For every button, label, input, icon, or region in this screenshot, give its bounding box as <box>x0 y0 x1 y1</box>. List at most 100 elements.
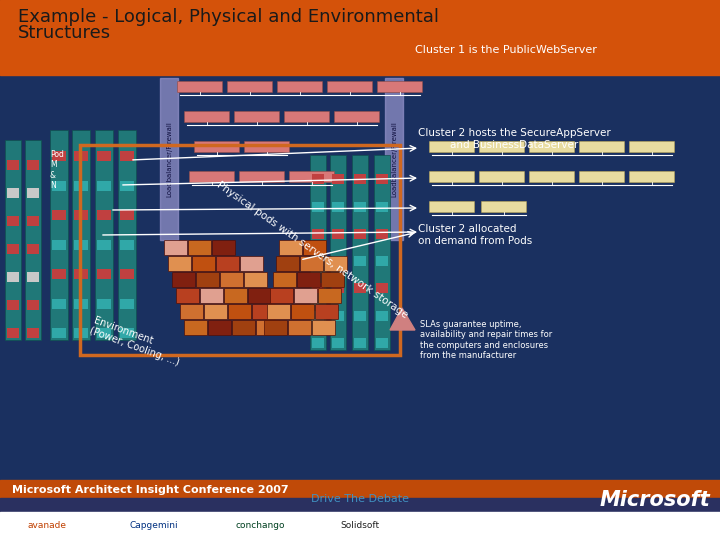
FancyBboxPatch shape <box>292 305 315 320</box>
Bar <box>330 155 346 350</box>
Bar <box>354 338 366 348</box>
FancyBboxPatch shape <box>276 256 300 272</box>
Bar <box>0 498 720 540</box>
FancyBboxPatch shape <box>181 305 204 320</box>
Bar <box>310 155 326 350</box>
Bar <box>332 310 344 321</box>
Text: Loadbalancer/Firewall: Loadbalancer/Firewall <box>166 121 172 197</box>
FancyBboxPatch shape <box>235 111 279 123</box>
FancyBboxPatch shape <box>629 172 675 183</box>
Bar <box>52 181 66 191</box>
Bar <box>118 130 136 340</box>
FancyBboxPatch shape <box>304 240 326 255</box>
Bar <box>332 174 344 184</box>
Bar <box>74 328 88 338</box>
FancyBboxPatch shape <box>480 141 524 152</box>
Bar <box>120 210 134 220</box>
FancyBboxPatch shape <box>189 172 235 183</box>
Bar <box>312 256 324 266</box>
Bar <box>52 151 66 161</box>
Text: Structures: Structures <box>18 24 111 42</box>
Bar <box>376 310 388 321</box>
Bar <box>354 229 366 239</box>
Bar <box>97 269 111 279</box>
FancyBboxPatch shape <box>315 305 338 320</box>
FancyBboxPatch shape <box>289 321 312 335</box>
Bar <box>120 181 134 191</box>
FancyBboxPatch shape <box>197 273 220 287</box>
Bar <box>376 201 388 212</box>
FancyBboxPatch shape <box>274 273 297 287</box>
Bar <box>95 130 113 340</box>
Bar <box>332 284 344 293</box>
FancyBboxPatch shape <box>256 321 279 335</box>
FancyBboxPatch shape <box>294 288 318 303</box>
FancyBboxPatch shape <box>277 82 323 92</box>
Bar <box>7 272 19 282</box>
FancyBboxPatch shape <box>328 82 372 92</box>
Bar <box>376 174 388 184</box>
Bar <box>354 201 366 212</box>
Bar <box>27 244 39 254</box>
FancyBboxPatch shape <box>220 273 243 287</box>
FancyBboxPatch shape <box>209 321 232 335</box>
FancyBboxPatch shape <box>279 240 302 255</box>
FancyBboxPatch shape <box>245 273 268 287</box>
Polygon shape <box>390 308 415 330</box>
FancyBboxPatch shape <box>580 172 624 183</box>
FancyBboxPatch shape <box>200 288 223 303</box>
Text: Loadbalancer/Firewall: Loadbalancer/Firewall <box>391 121 397 197</box>
Bar <box>160 78 178 240</box>
Text: conchango: conchango <box>235 522 284 530</box>
FancyBboxPatch shape <box>253 305 276 320</box>
FancyBboxPatch shape <box>529 172 575 183</box>
Bar <box>27 188 39 198</box>
Bar <box>332 229 344 239</box>
Bar <box>74 151 88 161</box>
Bar <box>376 229 388 239</box>
FancyBboxPatch shape <box>194 141 240 152</box>
FancyBboxPatch shape <box>284 111 330 123</box>
Bar <box>97 210 111 220</box>
Bar <box>27 328 39 338</box>
Bar <box>332 201 344 212</box>
Text: Microsoft: Microsoft <box>599 490 710 510</box>
Bar <box>50 130 68 340</box>
Text: SLAs guarantee uptime,
availability and repair times for
the computers and enclo: SLAs guarantee uptime, availability and … <box>420 320 552 360</box>
Bar <box>52 328 66 338</box>
FancyBboxPatch shape <box>268 305 290 320</box>
Bar <box>354 284 366 293</box>
Bar <box>0 512 720 540</box>
Bar <box>97 181 111 191</box>
Bar <box>74 299 88 308</box>
Bar <box>0 0 720 75</box>
Bar <box>312 284 324 293</box>
FancyBboxPatch shape <box>184 321 207 335</box>
FancyBboxPatch shape <box>335 111 379 123</box>
Bar <box>332 256 344 266</box>
Bar <box>27 216 39 226</box>
Bar <box>376 338 388 348</box>
Bar <box>52 210 66 220</box>
Bar <box>312 174 324 184</box>
Bar <box>7 328 19 338</box>
Bar <box>27 160 39 170</box>
FancyBboxPatch shape <box>233 321 256 335</box>
Text: Capgemini: Capgemini <box>130 522 179 530</box>
FancyBboxPatch shape <box>300 256 323 272</box>
FancyBboxPatch shape <box>480 172 524 183</box>
Bar <box>97 151 111 161</box>
Bar <box>7 216 19 226</box>
Bar <box>74 240 88 249</box>
Text: Physical pods with servers, network storage: Physical pods with servers, network stor… <box>215 180 410 320</box>
FancyBboxPatch shape <box>245 141 289 152</box>
FancyBboxPatch shape <box>289 172 335 183</box>
Bar <box>52 240 66 249</box>
Bar <box>7 300 19 310</box>
Bar <box>120 151 134 161</box>
Bar <box>97 299 111 308</box>
FancyBboxPatch shape <box>377 82 423 92</box>
FancyBboxPatch shape <box>217 256 240 272</box>
Bar <box>52 269 66 279</box>
Bar <box>354 310 366 321</box>
